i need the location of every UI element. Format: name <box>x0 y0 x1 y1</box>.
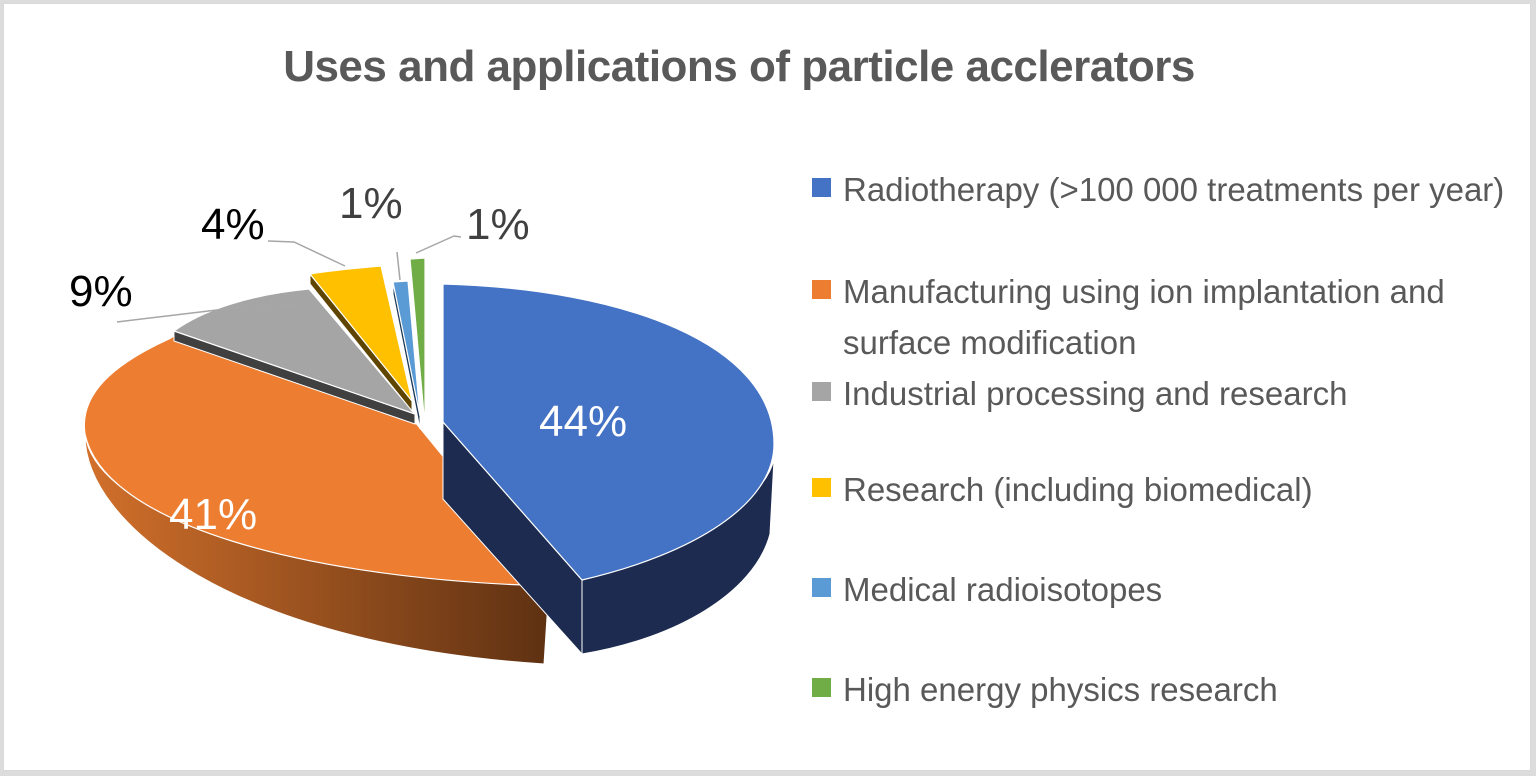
legend-swatch-icon <box>812 478 831 497</box>
pie-slice-radioisotopes[interactable] <box>392 280 421 430</box>
legend-label: Industrial processing and research <box>843 375 1348 412</box>
legend-swatch-icon <box>812 678 831 697</box>
legend-swatch-icon <box>812 578 831 597</box>
legend-item-radioisotopes[interactable]: Medical radioisotopes <box>812 564 1533 615</box>
legend-item-manufacturing[interactable]: Manufacturing using ion implantation and… <box>812 266 1503 368</box>
pie-slice-industrial[interactable] <box>172 288 417 425</box>
pie-slice-hep[interactable] <box>409 257 426 435</box>
legend-swatch-icon <box>812 382 831 401</box>
leader-line-research <box>267 240 346 267</box>
legend-item-research[interactable]: Research (including biomedical) <box>812 464 1533 515</box>
legend-label: Radiotherapy (>100 000 treatments per ye… <box>843 171 1505 208</box>
label-industrial: 9% <box>69 267 133 316</box>
label-radiotherapy: 44% <box>539 397 627 446</box>
legend-item-radiotherapy[interactable]: Radiotherapy (>100 000 treatments per ye… <box>812 164 1533 215</box>
label-manufacturing: 41% <box>169 490 257 539</box>
label-hep: 1% <box>466 200 530 249</box>
leader-lines <box>116 235 462 323</box>
leader-line-industrial <box>116 303 313 323</box>
pie-chart: 44% 41% 9% 4% 1% 1% <box>69 179 775 665</box>
legend-label: Manufacturing using ion implantation and… <box>843 273 1445 361</box>
chart-title: Uses and applications of particle accler… <box>283 42 1195 91</box>
legend-swatch-icon <box>812 178 831 197</box>
legend-label: High energy physics research <box>843 671 1278 708</box>
label-research: 4% <box>201 200 265 249</box>
legend-item-industrial[interactable]: Industrial processing and research <box>812 368 1533 419</box>
chart-frame: Uses and applications of particle accler… <box>3 3 1531 771</box>
leader-line-radioisotopes <box>396 251 401 281</box>
leader-line-hep <box>415 235 462 254</box>
pie-slice-radiotherapy[interactable] <box>442 283 775 656</box>
label-radioisotopes: 1% <box>339 179 403 228</box>
pie-slice-research[interactable] <box>308 265 413 413</box>
legend-swatch-icon <box>812 280 831 299</box>
legend-item-hep[interactable]: High energy physics research <box>812 664 1533 715</box>
legend-label: Medical radioisotopes <box>843 571 1163 608</box>
legend-label: Research (including biomedical) <box>843 471 1313 508</box>
pie-slice-manufacturing[interactable] <box>83 335 551 665</box>
